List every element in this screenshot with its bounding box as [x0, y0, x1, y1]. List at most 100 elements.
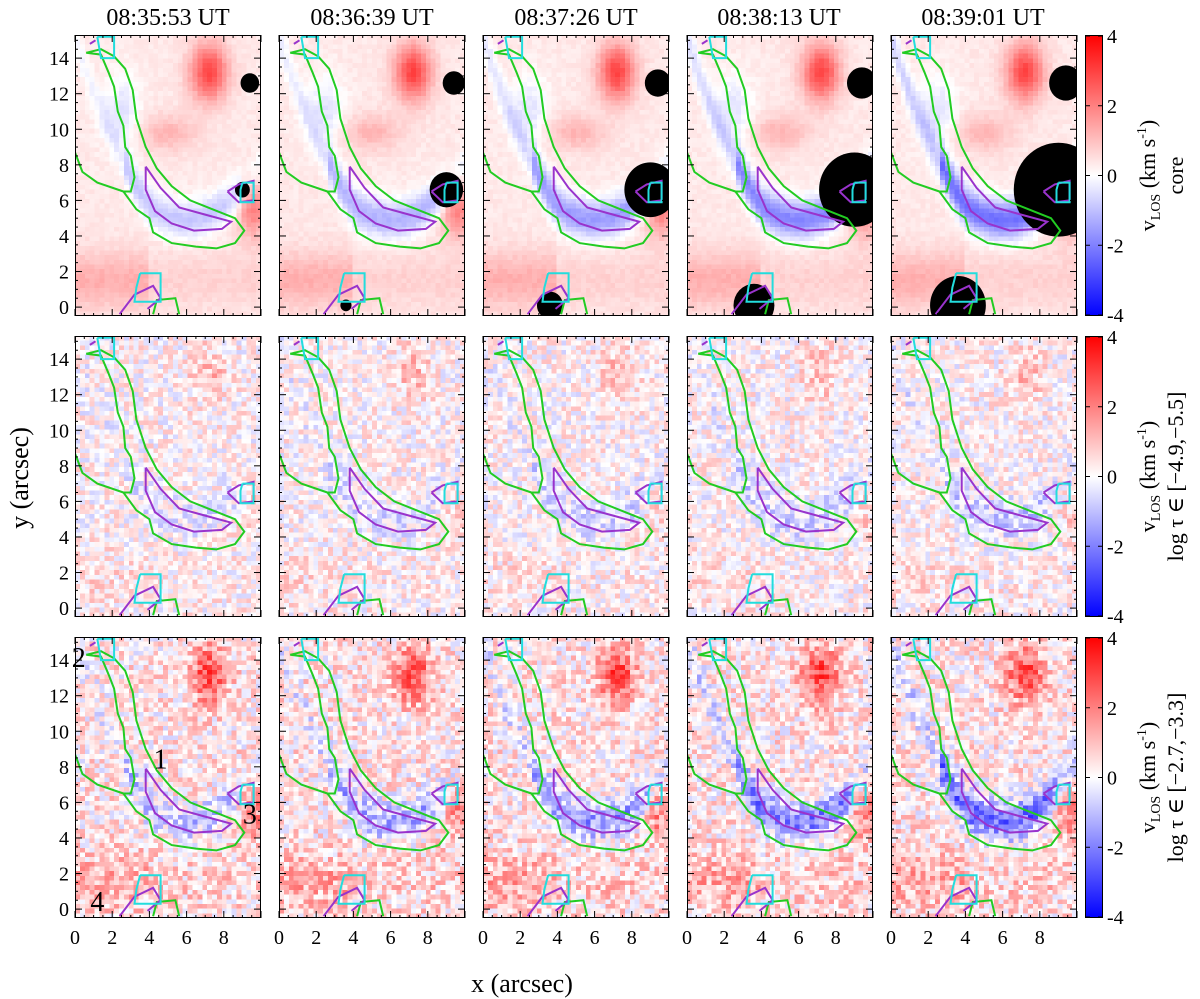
colorbar-tick-label: 4 — [1107, 26, 1117, 48]
green-bottom-contour — [968, 899, 997, 917]
purple-main-contour — [144, 166, 234, 232]
colorbar-tick-label: 2 — [1107, 397, 1117, 419]
colorbar-label: vLOS (km s-1) — [1135, 120, 1164, 231]
cyan-right-contour — [647, 181, 663, 204]
axis-ticks — [278, 336, 466, 617]
panel-r3-c3: 0 2 4 6 8 — [478, 637, 670, 949]
cyan-bottom-contour — [337, 874, 366, 905]
cyan-bottom-contour — [745, 272, 774, 303]
green-left-contour — [891, 754, 940, 795]
heatmap-cells — [891, 35, 1077, 316]
green-left-contour — [891, 453, 940, 494]
colorbar-tick-label: -2 — [1107, 536, 1124, 558]
cyan-top-contour — [300, 35, 320, 60]
cyan-right-contour — [851, 482, 867, 505]
cyan-top-contour — [96, 35, 116, 60]
cyan-bottom-contour — [337, 272, 366, 303]
purple-main-contour — [552, 467, 642, 533]
y-tick-label: 2 — [59, 563, 69, 585]
x-tick-label: 4 — [756, 927, 766, 949]
cyan-top-contour — [912, 35, 932, 60]
green-left-contour — [687, 152, 736, 193]
green-bottom-contour — [764, 899, 793, 917]
purple-top-contour — [905, 39, 913, 45]
cyan-top-contour — [504, 336, 524, 361]
cyan-top-contour — [912, 637, 932, 662]
cyan-right-contour — [443, 181, 459, 204]
purple-main-contour — [144, 768, 234, 834]
heatmap-cells — [279, 35, 465, 316]
green-left-contour — [483, 453, 532, 494]
annotation-4: 4 — [90, 887, 104, 918]
green-left-contour — [891, 152, 940, 193]
annotation-2: 2 — [72, 643, 86, 674]
heatmap-cells — [75, 637, 261, 918]
cyan-right-contour — [851, 783, 867, 806]
purple-top-contour — [905, 641, 913, 647]
purple-top-contour — [701, 641, 709, 647]
cyan-right-contour — [851, 181, 867, 204]
green-bottom-contour — [560, 598, 589, 616]
panel-r3-c4: 0 2 4 6 8 — [682, 637, 874, 949]
y-tick-label: 4 — [59, 226, 69, 248]
y-tick-label: 6 — [59, 491, 69, 513]
panel-r2-c1: 0 2 4 6 8 10 12 14 — [49, 336, 262, 620]
y-tick-label: 0 — [59, 598, 69, 620]
x-tick-label: 0 — [70, 927, 80, 949]
x-tick-label: 8 — [627, 927, 637, 949]
x-axis-label: x (arcsec) — [471, 969, 573, 998]
heatmap-cells — [483, 35, 669, 316]
saturated-blob — [1049, 65, 1077, 101]
green-contour — [901, 650, 1062, 852]
cyan-bottom-contour — [745, 573, 774, 604]
axis-ticks — [278, 637, 466, 918]
cyan-right-contour — [1055, 783, 1071, 806]
green-contour — [493, 48, 654, 250]
purple-top-contour — [89, 340, 97, 346]
green-contour — [493, 349, 654, 551]
x-tick-label: 6 — [182, 927, 192, 949]
purple-top-contour — [905, 340, 913, 346]
colorbar-row-2: 4 2 0 -2 -4 vLOS (km s-1) log τ ∈ [−4.9,−5.5] — [1085, 327, 1188, 628]
colorbar-tick-label: -2 — [1107, 837, 1124, 859]
cyan-bottom-contour — [133, 573, 162, 604]
green-contour — [85, 48, 246, 250]
saturated-blob — [819, 152, 873, 227]
colorbar-tick-label: -2 — [1107, 235, 1124, 257]
purple-top-contour — [293, 39, 301, 45]
heatmap-cells — [687, 35, 873, 316]
colorbar-tick-label: 2 — [1107, 96, 1117, 118]
annotation-3: 3 — [243, 800, 257, 831]
green-bottom-contour — [152, 598, 181, 616]
x-tick-label: 6 — [998, 927, 1008, 949]
cyan-bottom-contour — [949, 874, 978, 905]
axis-ticks — [482, 336, 670, 617]
cyan-right-contour — [647, 783, 663, 806]
heatmap-cells — [483, 336, 669, 617]
axis-ticks — [482, 637, 670, 918]
time-title-2: 08:36:39 UT — [310, 5, 434, 31]
panel-r2-c4 — [686, 336, 874, 617]
green-left-contour — [75, 453, 124, 494]
y-tick-label: 12 — [49, 686, 69, 708]
purple-main-contour — [756, 768, 846, 834]
cyan-bottom-contour — [337, 573, 366, 604]
cyan-right-contour — [1055, 482, 1071, 505]
green-contour — [289, 349, 450, 551]
colorbar-label: vLOS (km s-1) — [1135, 421, 1164, 532]
panel-r1-c1: 0 2 4 6 8 10 12 14 — [49, 35, 262, 319]
purple-main-contour — [552, 166, 642, 232]
green-contour — [901, 48, 1062, 250]
cyan-top-contour — [708, 336, 728, 361]
y-tick-label: 10 — [49, 721, 69, 743]
panel-r2-c3 — [482, 336, 670, 617]
green-left-contour — [75, 152, 124, 193]
green-left-contour — [687, 453, 736, 494]
heatmap-cells — [891, 637, 1077, 918]
green-left-contour — [75, 754, 124, 795]
cyan-bottom-contour — [133, 272, 162, 303]
heatmap-cells — [75, 336, 261, 617]
colorbar-row-3: 4 2 0 -2 -4 vLOS (km s-1) log τ ∈ [−2.7,−3.3] — [1085, 628, 1188, 929]
